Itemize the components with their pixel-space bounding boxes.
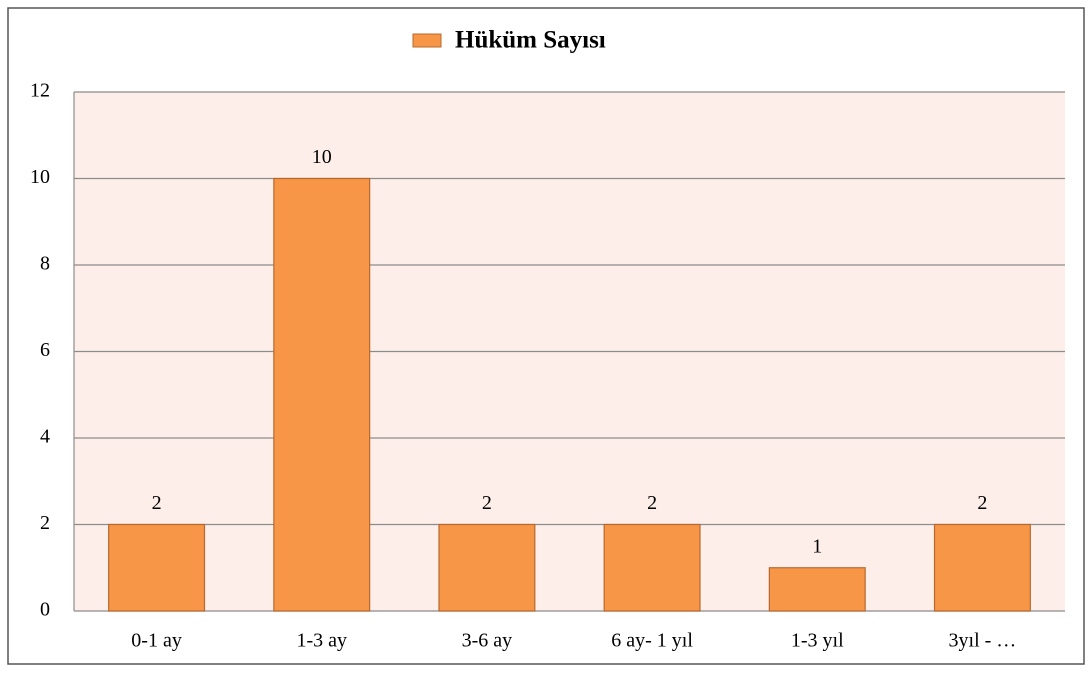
bar bbox=[273, 177, 371, 612]
y-tick-label: 8 bbox=[40, 253, 50, 275]
x-tick-label: 6 ay- 1 yıl bbox=[611, 630, 693, 652]
x-tick-label: 1-3 yıl bbox=[791, 630, 844, 652]
y-tick-label: 6 bbox=[40, 339, 50, 361]
data-label: 10 bbox=[312, 146, 332, 168]
x-tick-label: 3-6 ay bbox=[462, 630, 513, 652]
bar bbox=[933, 523, 1031, 612]
data-label: 2 bbox=[482, 492, 492, 514]
x-tick-label: 0-1 ay bbox=[131, 630, 182, 652]
data-label: 2 bbox=[647, 492, 657, 514]
x-tick-label: 3yıl - … bbox=[949, 630, 1017, 652]
data-label: 2 bbox=[152, 492, 162, 514]
data-label: 1 bbox=[812, 535, 822, 557]
y-tick-label: 0 bbox=[40, 599, 50, 621]
legend-label: Hüküm Sayısı bbox=[455, 27, 606, 54]
bar bbox=[108, 523, 206, 612]
data-label: 2 bbox=[977, 492, 987, 514]
legend-swatch bbox=[412, 33, 442, 48]
bar bbox=[438, 523, 536, 612]
y-tick-label: 12 bbox=[30, 80, 50, 102]
bar bbox=[768, 567, 866, 612]
y-tick-label: 10 bbox=[30, 166, 50, 188]
x-tick-label: 1-3 ay bbox=[296, 630, 347, 652]
bar bbox=[603, 523, 701, 612]
y-tick-label: 2 bbox=[40, 512, 50, 534]
y-tick-label: 4 bbox=[40, 426, 50, 448]
